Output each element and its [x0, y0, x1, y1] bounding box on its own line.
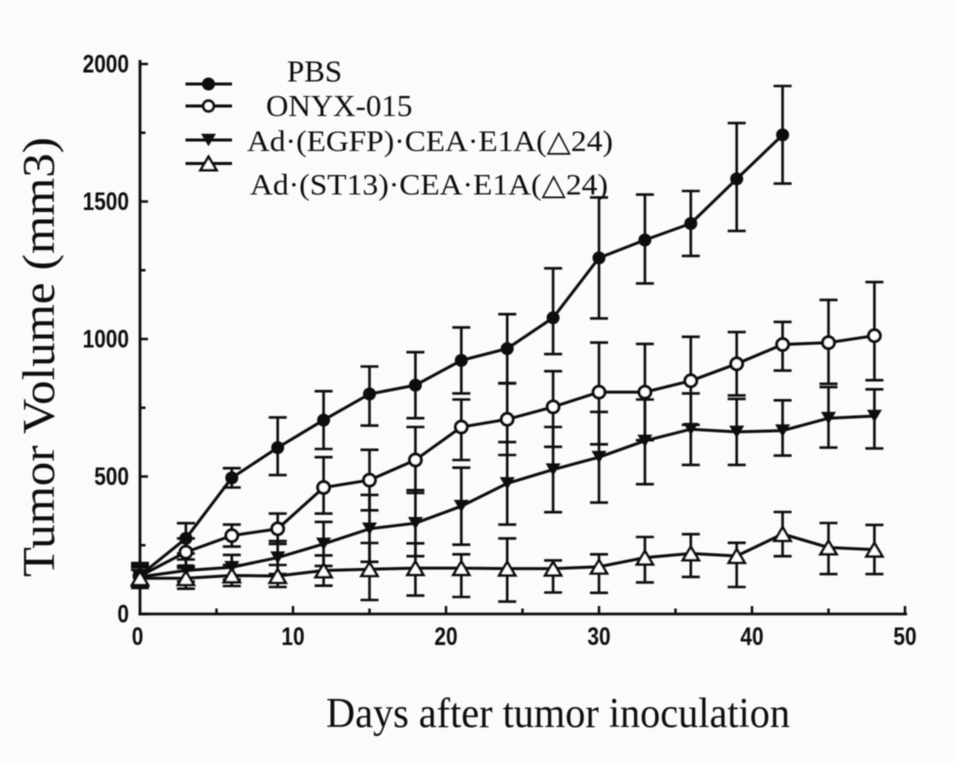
svg-text:1000: 1000	[83, 326, 129, 354]
svg-text:0: 0	[117, 601, 129, 629]
svg-text:PBS: PBS	[287, 54, 342, 89]
svg-text:20: 20	[434, 623, 457, 651]
svg-text:Ad·(EGFP)·CEA·E1A(△24): Ad·(EGFP)·CEA·E1A(△24)	[247, 125, 613, 158]
svg-text:ONYX-015: ONYX-015	[266, 88, 412, 123]
svg-text:10: 10	[281, 623, 304, 651]
svg-text:1500: 1500	[83, 188, 129, 216]
svg-text:500: 500	[94, 463, 129, 491]
svg-text:Ad·(ST13)·CEA·E1A(△24): Ad·(ST13)·CEA·E1A(△24)	[250, 169, 608, 202]
svg-text:Tumor Volume (mm3): Tumor Volume (mm3)	[13, 137, 64, 577]
svg-text:30: 30	[587, 623, 610, 651]
svg-text:0: 0	[132, 623, 144, 651]
svg-text:2000: 2000	[83, 51, 129, 79]
svg-text:Days after tumor inoculation: Days after tumor inoculation	[326, 691, 790, 737]
svg-text:40: 40	[740, 623, 763, 651]
svg-text:50: 50	[893, 623, 916, 651]
